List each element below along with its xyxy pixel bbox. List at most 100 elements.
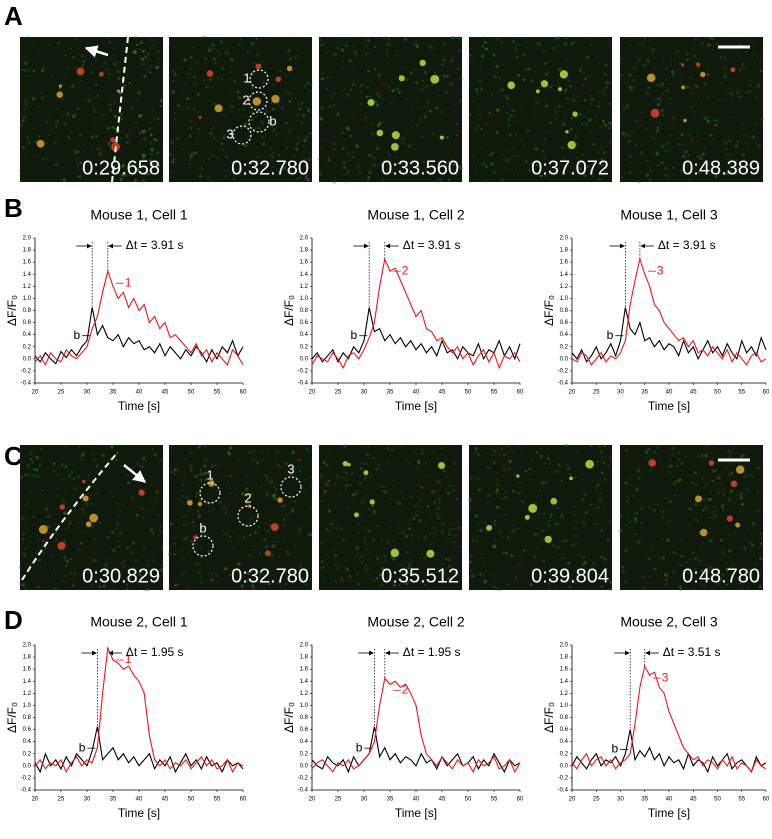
- texture-speck: [383, 490, 388, 494]
- texture-speck: [202, 588, 205, 590]
- texture-speck: [187, 157, 192, 162]
- texture-speck: [199, 472, 203, 476]
- texture-speck: [121, 108, 123, 110]
- texture-speck: [484, 522, 487, 525]
- texture-speck: [338, 526, 341, 529]
- texture-speck: [647, 86, 651, 89]
- texture-speck: [157, 117, 160, 121]
- texture-speck: [641, 575, 645, 579]
- texture-speck: [91, 452, 95, 457]
- texture-speck: [719, 578, 723, 582]
- texture-speck: [273, 485, 276, 488]
- texture-speck: [338, 494, 341, 497]
- texture-speck: [45, 507, 49, 512]
- texture-speck: [572, 505, 576, 508]
- texture-speck: [424, 168, 427, 171]
- texture-speck: [207, 83, 209, 86]
- texture-speck: [746, 586, 750, 590]
- x-tick-label: 25: [335, 797, 342, 803]
- texture-speck: [730, 471, 734, 475]
- texture-speck: [151, 153, 153, 155]
- series-label: 3: [657, 263, 664, 277]
- texture-speck: [144, 159, 147, 162]
- texture-speck: [692, 110, 696, 114]
- texture-speck: [401, 563, 404, 566]
- texture-speck: [424, 584, 427, 587]
- texture-speck: [96, 164, 98, 167]
- texture-speck: [665, 88, 669, 92]
- x-tick-label: 55: [491, 797, 498, 803]
- texture-speck: [442, 571, 446, 575]
- micrograph-background: [469, 445, 612, 590]
- texture-speck: [365, 566, 370, 571]
- texture-speck: [172, 123, 175, 127]
- texture-speck: [296, 178, 299, 181]
- texture-speck: [157, 58, 161, 61]
- texture-speck: [734, 94, 737, 97]
- texture-speck: [607, 146, 610, 149]
- texture-speck: [674, 83, 676, 86]
- texture-speck: [495, 109, 498, 112]
- texture-speck: [150, 148, 154, 152]
- texture-speck: [249, 562, 252, 564]
- texture-speck: [502, 452, 507, 457]
- texture-speck: [329, 521, 334, 526]
- texture-speck: [677, 143, 681, 146]
- texture-speck: [430, 46, 434, 50]
- texture-speck: [229, 446, 233, 450]
- texture-speck: [698, 559, 702, 563]
- texture-speck: [64, 53, 67, 57]
- texture-speck: [502, 153, 504, 155]
- texture-speck: [117, 76, 121, 80]
- texture-speck: [290, 512, 292, 515]
- cell-blob: [85, 521, 92, 528]
- texture-speck: [592, 142, 596, 146]
- texture-speck: [379, 583, 384, 587]
- texture-speck: [345, 44, 349, 47]
- texture-speck: [495, 505, 500, 510]
- texture-speck: [269, 480, 274, 484]
- texture-speck: [759, 145, 762, 148]
- texture-speck: [560, 479, 563, 482]
- texture-speck: [304, 478, 307, 481]
- texture-speck: [398, 584, 401, 587]
- texture-speck: [196, 92, 200, 96]
- texture-speck: [596, 460, 600, 463]
- texture-speck: [516, 119, 519, 122]
- y-tick-label: 0.8: [23, 308, 32, 314]
- texture-speck: [401, 490, 404, 493]
- texture-speck: [427, 475, 430, 478]
- texture-speck: [517, 73, 521, 77]
- texture-speck: [578, 54, 581, 57]
- texture-speck: [605, 81, 610, 85]
- texture-speck: [25, 62, 28, 65]
- texture-speck: [583, 560, 587, 564]
- texture-speck: [731, 548, 733, 550]
- texture-speck: [485, 123, 488, 126]
- texture-speck: [706, 119, 710, 123]
- texture-speck: [583, 77, 587, 81]
- trace-line: [34, 645, 244, 774]
- cell-blob: [197, 501, 203, 507]
- texture-speck: [182, 494, 185, 498]
- texture-speck: [422, 160, 425, 164]
- texture-speck: [178, 95, 181, 97]
- texture-speck: [707, 68, 710, 71]
- texture-speck: [305, 447, 308, 450]
- texture-speck: [662, 516, 665, 519]
- texture-speck: [28, 473, 32, 477]
- texture-speck: [661, 538, 663, 541]
- texture-speck: [63, 511, 68, 516]
- texture-speck: [583, 492, 587, 497]
- texture-speck: [366, 452, 370, 457]
- texture-speck: [146, 564, 149, 567]
- texture-speck: [749, 473, 752, 476]
- texture-speck: [739, 510, 742, 514]
- texture-speck: [688, 178, 692, 181]
- texture-speck: [624, 133, 628, 137]
- texture-speck: [42, 539, 45, 543]
- texture-speck: [210, 180, 213, 183]
- y-axis-label: ΔF/F₀: [542, 295, 556, 326]
- texture-speck: [87, 99, 91, 103]
- texture-speck: [265, 479, 268, 482]
